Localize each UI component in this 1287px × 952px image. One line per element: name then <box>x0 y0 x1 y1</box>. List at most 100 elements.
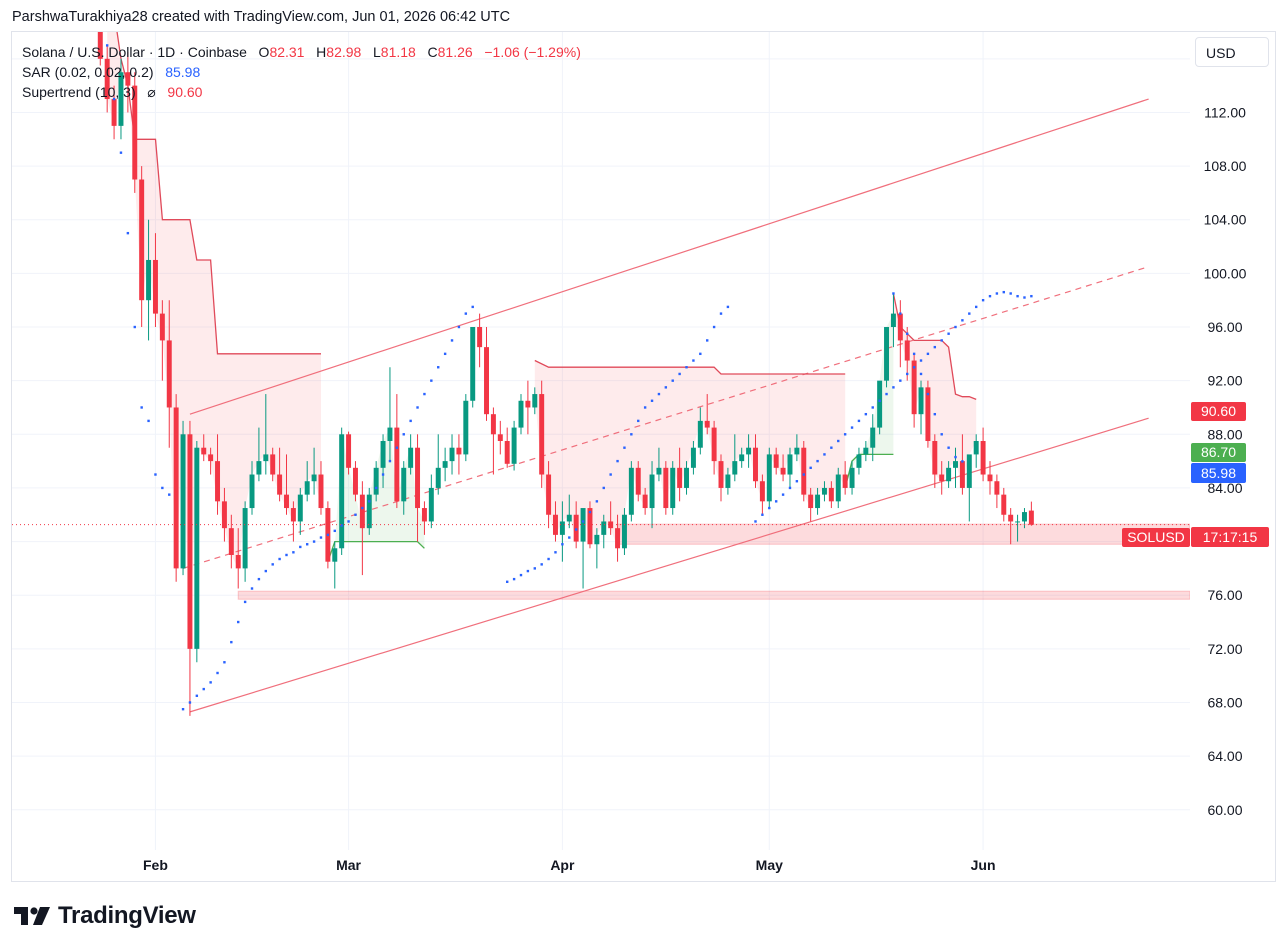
candle-body <box>1001 494 1007 515</box>
sar-dot <box>768 506 771 510</box>
supertrend-down-line <box>534 359 846 375</box>
sar-badge-bg <box>1191 463 1246 483</box>
candle-body <box>456 447 462 455</box>
legend-sar-row[interactable]: SAR (0.02, 0.02, 0.2) 85.98 <box>22 62 581 82</box>
countdown-badge-bg <box>1191 527 1269 547</box>
sar-dot <box>940 339 943 342</box>
sar-dot <box>540 563 543 566</box>
candle-body <box>146 259 152 301</box>
sar-dot <box>892 386 895 389</box>
open-label: O <box>258 44 270 60</box>
legend-symbol-row[interactable]: Solana / U.S. Dollar · 1D · Coinbase O82… <box>22 42 581 62</box>
candle-body <box>918 387 924 415</box>
candle-body <box>415 447 421 509</box>
candle-body <box>987 474 993 482</box>
candle-body <box>1021 512 1027 522</box>
candle-body <box>201 447 207 455</box>
candle-body <box>387 427 393 441</box>
y-tick-label: 68.00 <box>1207 694 1242 710</box>
x-tick-label: Jun <box>971 857 996 873</box>
candle-body <box>753 447 758 482</box>
sar-dot <box>678 372 681 376</box>
sar-dot <box>216 671 219 675</box>
candle-body <box>187 434 193 649</box>
currency-button[interactable]: USD <box>1195 37 1269 67</box>
symbol-badge: SOLUSD <box>1127 529 1185 545</box>
sar-dot <box>278 557 281 561</box>
trendline <box>189 417 1149 713</box>
candle-body <box>739 454 745 462</box>
candle-body <box>953 461 958 468</box>
candle-body <box>297 494 303 522</box>
supertrend-value: 90.60 <box>167 84 203 100</box>
sar-dot <box>140 406 143 409</box>
candle-body <box>346 434 352 468</box>
candle-body <box>180 434 186 569</box>
sar-dot <box>692 359 695 362</box>
sar-dot <box>561 543 564 546</box>
candle-body <box>284 494 289 509</box>
candle-body <box>208 454 214 462</box>
candle-body <box>435 467 441 488</box>
legend-supertrend-row[interactable]: Supertrend (10, 3) ⌀ 90.60 <box>22 82 581 102</box>
supertrend-fill <box>845 313 894 488</box>
candle-body <box>635 467 641 495</box>
candle-body <box>621 514 627 549</box>
support-zone <box>617 523 1190 545</box>
sar-dot <box>395 446 399 449</box>
candle-body <box>421 508 427 522</box>
candle-body <box>932 441 938 475</box>
candle-body <box>139 179 145 301</box>
sar-dot <box>816 459 819 463</box>
candle-body <box>359 494 365 529</box>
sar-dot <box>719 312 723 315</box>
change-value: −1.06 (−1.29%) <box>484 44 581 60</box>
sar-dot <box>912 366 916 369</box>
green-badge: 86.70 <box>1201 444 1236 460</box>
candle-body <box>539 394 545 475</box>
x-tick-label: Apr <box>550 857 575 873</box>
candle-body <box>573 514 579 542</box>
candle-body <box>484 347 489 415</box>
candle-body <box>780 467 786 475</box>
sar-dot <box>154 473 157 476</box>
candle-body <box>339 434 345 549</box>
sar-dot <box>430 379 433 382</box>
high-value: 82.98 <box>326 44 362 60</box>
sar-dot <box>1023 296 1026 299</box>
sar-dot <box>581 520 585 523</box>
price-axis[interactable]: 60.0064.0068.0072.0076.0080.0084.0088.00… <box>1204 51 1247 818</box>
sar-dot <box>933 345 937 349</box>
sar-dot <box>112 97 116 101</box>
candle-body <box>532 394 538 408</box>
candle-body <box>877 380 883 428</box>
candle-body <box>463 400 469 455</box>
sar-dot <box>299 545 302 549</box>
sar-dot <box>506 580 509 584</box>
candle-body <box>870 427 876 448</box>
sar-dot <box>464 312 468 315</box>
y-tick-label: 92.00 <box>1207 373 1242 389</box>
sar-dot <box>243 600 247 604</box>
candle-body <box>670 467 676 509</box>
candle-body <box>1015 521 1021 523</box>
sar-dot <box>195 694 199 697</box>
tradingview-logo[interactable]: TradingView <box>14 902 196 930</box>
candle-body <box>787 454 793 475</box>
sar-dot <box>906 332 909 335</box>
sar-dot <box>554 551 557 554</box>
chart-frame <box>11 31 1276 882</box>
candle-body <box>97 32 103 59</box>
sar-dot <box>168 493 171 496</box>
candle-body <box>449 447 455 462</box>
y-tick-label: 84.00 <box>1207 480 1242 496</box>
sar-dot <box>871 406 874 409</box>
sar-dot <box>885 392 888 396</box>
sar-dot <box>450 339 454 342</box>
time-axis[interactable]: Feb Mar Apr May Jun <box>143 857 996 873</box>
candle-body <box>684 467 690 488</box>
sar-dot <box>285 553 288 557</box>
candle-body <box>104 58 110 100</box>
sar-dot <box>437 366 440 369</box>
